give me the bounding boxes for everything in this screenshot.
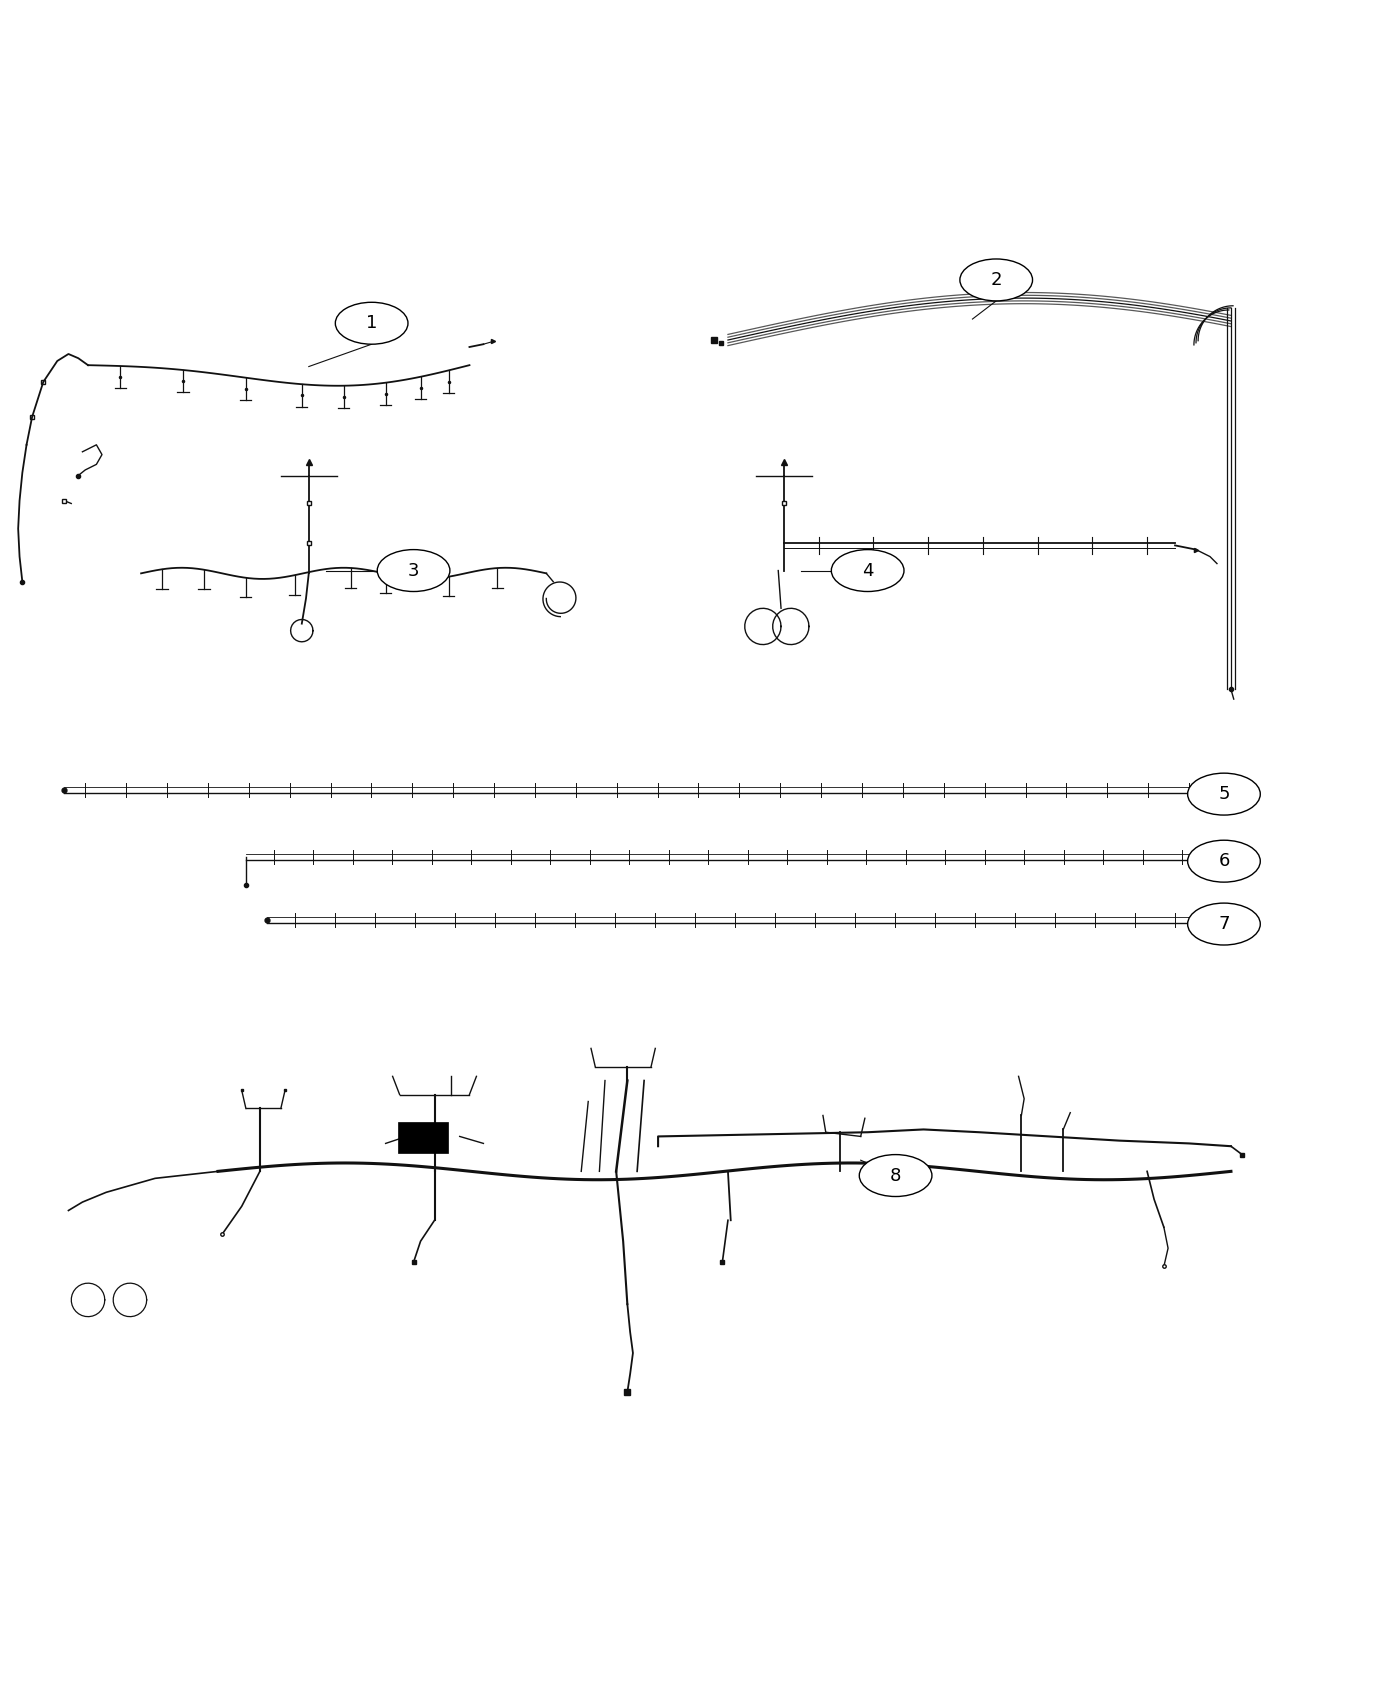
- Text: 8: 8: [890, 1166, 902, 1185]
- Text: 4: 4: [862, 561, 874, 580]
- Text: 6: 6: [1218, 852, 1229, 870]
- Text: 7: 7: [1218, 915, 1229, 933]
- Ellipse shape: [336, 303, 407, 343]
- Ellipse shape: [960, 258, 1033, 301]
- Bar: [398, 1122, 448, 1153]
- Ellipse shape: [1187, 840, 1260, 882]
- Ellipse shape: [377, 549, 449, 592]
- Ellipse shape: [860, 1154, 932, 1197]
- Text: 2: 2: [990, 270, 1002, 289]
- Ellipse shape: [832, 549, 904, 592]
- Text: 1: 1: [365, 314, 378, 332]
- Text: 3: 3: [407, 561, 420, 580]
- Text: 5: 5: [1218, 785, 1229, 802]
- Ellipse shape: [1187, 903, 1260, 945]
- Ellipse shape: [1187, 774, 1260, 814]
